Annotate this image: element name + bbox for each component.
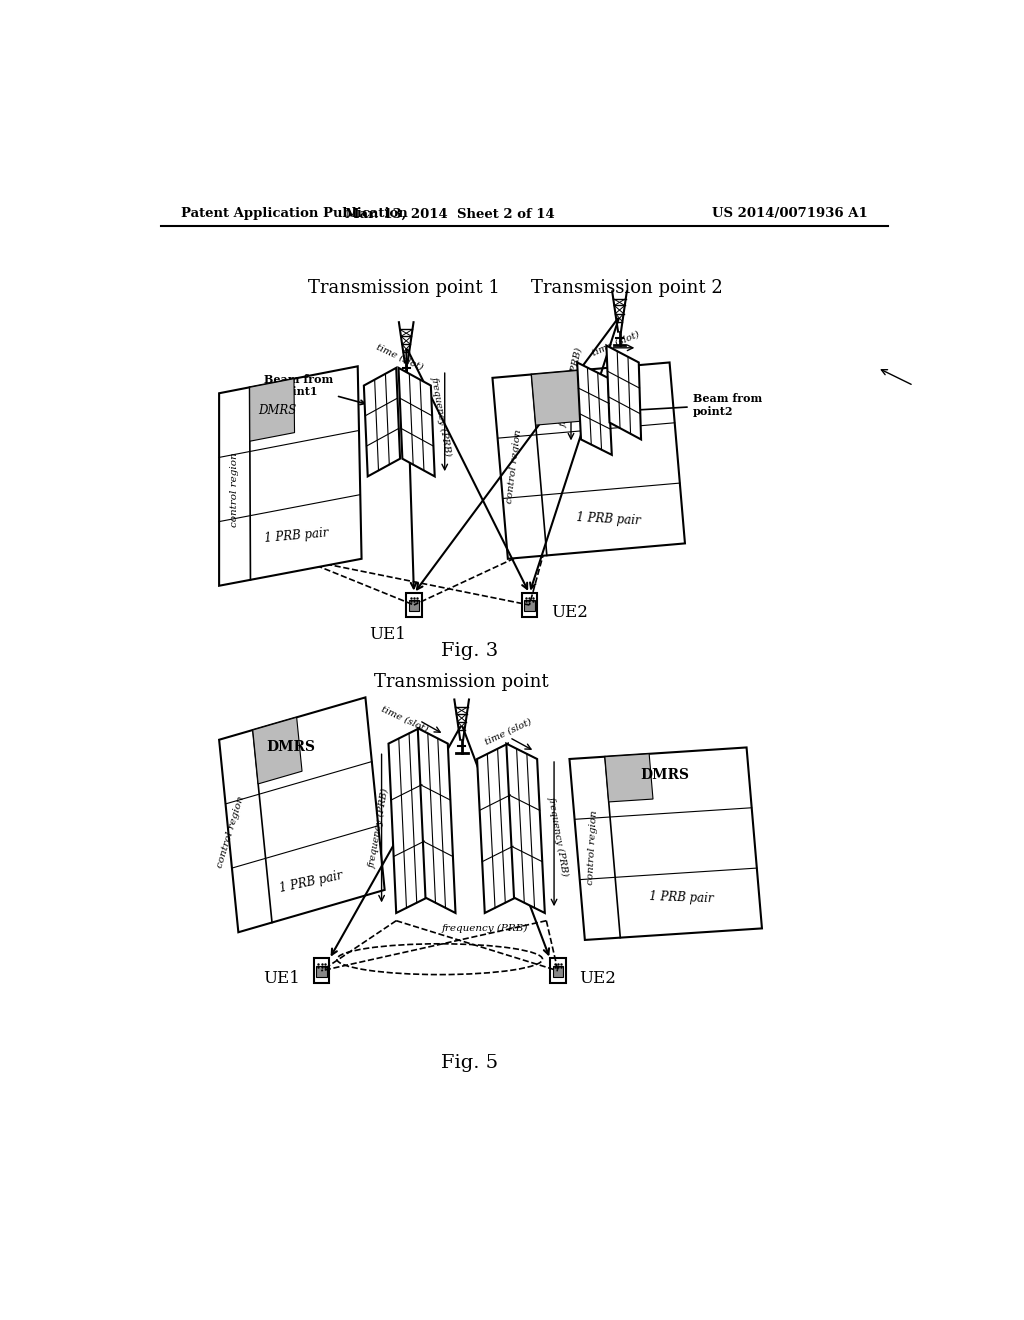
Polygon shape: [493, 363, 685, 558]
Text: frequency (PRB): frequency (PRB): [441, 924, 528, 933]
Bar: [407, 593, 422, 618]
Polygon shape: [253, 717, 302, 784]
Text: DMRS: DMRS: [641, 768, 689, 781]
Text: 1 PRB pair: 1 PRB pair: [575, 511, 640, 527]
Polygon shape: [506, 743, 545, 913]
Text: frequency (PRB): frequency (PRB): [547, 795, 569, 876]
Text: UE2: UE2: [551, 605, 588, 622]
Polygon shape: [219, 367, 361, 586]
Bar: [553, 966, 563, 977]
Text: 1 PRB pair: 1 PRB pair: [279, 869, 344, 895]
Text: Mar. 13, 2014  Sheet 2 of 14: Mar. 13, 2014 Sheet 2 of 14: [345, 207, 555, 220]
Bar: [313, 958, 330, 983]
Bar: [409, 601, 419, 611]
Text: Fig. 3: Fig. 3: [440, 643, 498, 660]
Text: Transmission point 1: Transmission point 1: [308, 279, 500, 297]
Polygon shape: [418, 729, 456, 913]
Text: frequency (PRB): frequency (PRB): [429, 376, 453, 457]
Text: Fig. 5: Fig. 5: [440, 1055, 498, 1072]
Text: time (slot): time (slot): [380, 704, 429, 734]
Text: time (slot): time (slot): [375, 342, 425, 372]
Text: US 2014/0071936 A1: US 2014/0071936 A1: [712, 207, 867, 220]
Text: Patent Application Publication: Patent Application Publication: [180, 207, 408, 220]
Bar: [524, 601, 535, 611]
Text: UE1: UE1: [370, 626, 407, 643]
Bar: [316, 966, 327, 977]
Polygon shape: [578, 363, 611, 455]
Text: Beam from
point2: Beam from point2: [597, 393, 762, 417]
Polygon shape: [605, 754, 653, 803]
Text: time (slot): time (slot): [591, 329, 641, 358]
Text: frequency (PRB): frequency (PRB): [368, 788, 391, 869]
Text: DMRS: DMRS: [258, 404, 296, 417]
Text: time (slot): time (slot): [483, 717, 532, 747]
Text: control region: control region: [586, 810, 599, 884]
Text: Beam from
point1: Beam from point1: [264, 374, 365, 404]
Polygon shape: [531, 370, 586, 425]
Polygon shape: [569, 747, 762, 940]
Text: Transmission point: Transmission point: [375, 673, 549, 690]
Text: frequency (PRB): frequency (PRB): [559, 347, 585, 429]
Text: UE1: UE1: [263, 970, 300, 987]
Polygon shape: [250, 379, 295, 441]
Polygon shape: [477, 743, 515, 913]
Text: control region: control region: [230, 453, 239, 527]
Text: 1 PRB pair: 1 PRB pair: [263, 527, 329, 545]
Bar: [550, 958, 565, 983]
Polygon shape: [398, 368, 435, 477]
Polygon shape: [364, 368, 400, 477]
Text: control region: control region: [215, 795, 246, 869]
Polygon shape: [388, 729, 427, 913]
Text: DMRS: DMRS: [266, 739, 314, 754]
Text: DMRS: DMRS: [596, 388, 634, 401]
Text: control region: control region: [505, 429, 523, 504]
Text: Transmission point 2: Transmission point 2: [531, 279, 723, 297]
Bar: [521, 593, 538, 618]
Text: UE2: UE2: [580, 970, 616, 987]
Polygon shape: [606, 346, 641, 440]
Polygon shape: [219, 697, 385, 932]
Text: 1 PRB pair: 1 PRB pair: [649, 890, 714, 906]
